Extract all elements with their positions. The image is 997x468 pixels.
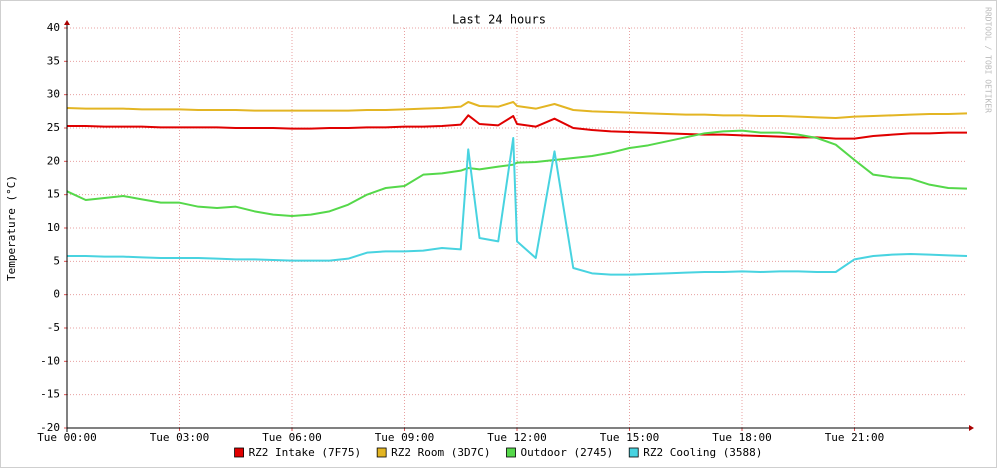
y-tick-label: -10 xyxy=(40,354,60,367)
x-tick-label: Tue 15:00 xyxy=(600,431,660,444)
y-tick-label: 10 xyxy=(47,221,60,234)
x-tick-label: Tue 21:00 xyxy=(825,431,885,444)
series-line xyxy=(66,101,968,119)
y-tick-label: 15 xyxy=(47,188,60,201)
y-tick-label: 40 xyxy=(47,21,60,34)
y-tick-label: 25 xyxy=(47,121,60,134)
x-tick-label: Tue 18:00 xyxy=(712,431,772,444)
y-tick-label: 20 xyxy=(47,154,60,167)
y-tick-label: -15 xyxy=(40,388,60,401)
legend: RZ2 Intake (7F75) RZ2 Room (3D7C) Outdoor … xyxy=(234,446,762,459)
y-tick-label: 35 xyxy=(47,54,60,67)
axes xyxy=(64,20,974,432)
chart-title: Last 24 hours xyxy=(452,13,546,27)
x-tick-label: Tue 09:00 xyxy=(375,431,435,444)
series-line xyxy=(67,137,968,276)
legend-swatch xyxy=(234,447,244,458)
legend-item: RZ2 Cooling (3588) xyxy=(628,446,762,459)
x-tick-label: Tue 12:00 xyxy=(487,431,547,444)
legend-label: Outdoor (2745) xyxy=(521,446,614,459)
legend-item: Outdoor (2745) xyxy=(506,446,614,459)
y-tick-label: -20 xyxy=(40,421,60,434)
x-tick-label: Tue 03:00 xyxy=(150,431,210,444)
x-tick-label: Tue 06:00 xyxy=(262,431,322,444)
y-tick-label: 5 xyxy=(53,254,60,267)
y-tick-label: -5 xyxy=(47,321,60,334)
legend-item: RZ2 Intake (7F75) xyxy=(234,446,362,459)
legend-label: RZ2 Room (3D7C) xyxy=(391,446,490,459)
plot-lines xyxy=(66,101,968,276)
legend-swatch xyxy=(376,447,387,458)
y-tick-label: 0 xyxy=(53,288,60,301)
y-tick-label: 30 xyxy=(47,88,60,101)
legend-swatch xyxy=(628,447,639,458)
legend-swatch xyxy=(506,447,516,458)
x-tick-label: Tue 00:00 xyxy=(37,431,97,444)
x-axis-arrow xyxy=(969,425,974,431)
y-axis-arrow xyxy=(64,20,70,25)
legend-item: RZ2 Room (3D7C) xyxy=(376,446,491,459)
y-axis-label: Temperature (°C) xyxy=(5,175,18,281)
legend-label: RZ2 Cooling (3588) xyxy=(643,446,762,459)
watermark: RRDTOOL / TOBI OETIKER xyxy=(984,7,993,113)
legend-label: RZ2 Intake (7F75) xyxy=(249,446,362,459)
